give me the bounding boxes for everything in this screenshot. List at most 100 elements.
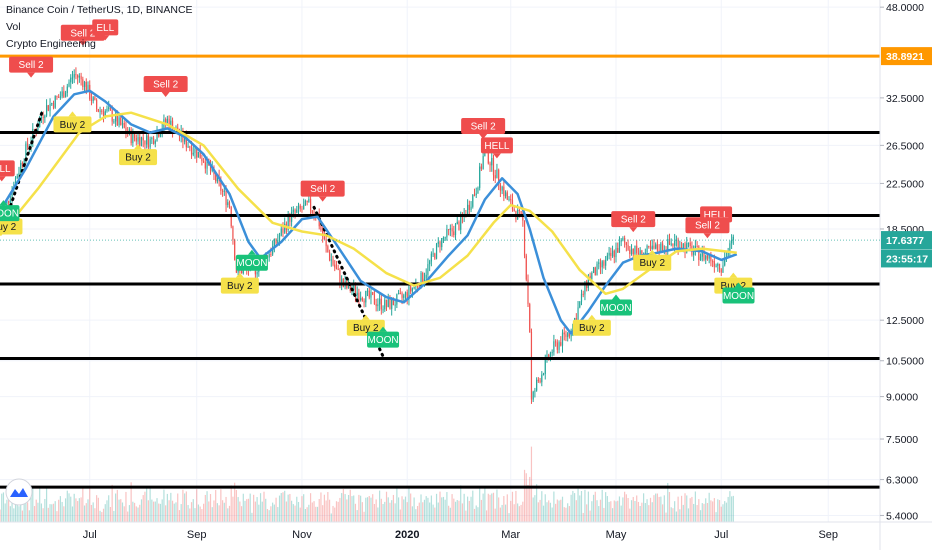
candle-body xyxy=(360,298,362,301)
candle-body xyxy=(548,354,550,359)
volume-bar xyxy=(102,508,105,522)
volume-bar xyxy=(624,491,626,522)
volume-bar xyxy=(303,494,305,522)
volume-bar xyxy=(366,497,369,522)
volume-bar xyxy=(558,500,560,522)
candle-body xyxy=(306,200,308,203)
volume-bar xyxy=(539,499,541,522)
time-tick-label: Mar xyxy=(501,529,520,541)
volume-bar xyxy=(23,498,25,522)
candle-body xyxy=(592,267,595,273)
candle-body xyxy=(674,240,676,246)
volume-bar xyxy=(542,505,545,522)
candle-body xyxy=(125,127,127,133)
volume-bar xyxy=(518,506,520,522)
volume-bar xyxy=(337,501,339,522)
candle-body xyxy=(158,132,160,137)
volume-bar xyxy=(1,493,3,522)
signal-buy-pointer xyxy=(729,272,738,278)
volume-bar xyxy=(591,501,593,522)
candle-body xyxy=(21,162,24,165)
signal-buy-pointer xyxy=(648,249,657,255)
volume-bar xyxy=(6,499,8,522)
volume-bar xyxy=(128,505,131,522)
candle-body xyxy=(460,216,462,230)
volume-bar xyxy=(0,509,1,522)
volume-bar xyxy=(548,500,550,522)
volume-bar xyxy=(327,492,329,522)
volume-bar xyxy=(653,495,655,522)
candle-body xyxy=(392,298,395,306)
candle-body xyxy=(420,273,422,289)
volume-bar xyxy=(532,497,534,522)
candle-body xyxy=(73,74,75,78)
signal-buy: Buy 2 xyxy=(220,272,259,294)
candle-body xyxy=(649,246,652,249)
candle-body xyxy=(11,189,13,199)
signal-buy: Buy 2 xyxy=(53,111,92,133)
volume-bar xyxy=(568,506,571,522)
volume-bar xyxy=(75,498,77,522)
candle-body xyxy=(435,243,438,259)
volume-bar xyxy=(513,504,515,522)
volume-bar xyxy=(722,504,724,522)
volume-bar xyxy=(277,507,279,522)
volume-bar xyxy=(220,489,222,522)
candle-body xyxy=(432,253,434,255)
candle-body xyxy=(56,96,58,98)
candle-body xyxy=(458,221,460,230)
signal-buy-text: Buy 2 xyxy=(721,281,747,292)
candle-body xyxy=(560,342,562,346)
candle-body xyxy=(140,137,143,146)
signal-sell-pointer xyxy=(703,233,712,239)
candle-body xyxy=(534,390,536,392)
candle-body xyxy=(325,239,327,247)
candle-body xyxy=(365,291,367,303)
candle-body xyxy=(170,120,172,129)
candle-body xyxy=(687,242,690,244)
candle-body xyxy=(303,205,305,210)
candle-body xyxy=(296,209,298,213)
candle-body xyxy=(166,118,168,123)
legend-volume[interactable]: Vol xyxy=(6,21,21,33)
candle-body xyxy=(565,334,567,337)
volume-bar xyxy=(140,499,143,522)
volume-bar xyxy=(453,498,455,522)
tradingview-logo[interactable] xyxy=(5,478,33,506)
candle-body xyxy=(589,275,591,279)
legend-indicator[interactable]: Crypto Engineering xyxy=(6,38,96,50)
volume-bar xyxy=(472,490,474,522)
volume-bar xyxy=(35,499,37,522)
candle-body xyxy=(622,237,624,241)
volume-bar xyxy=(523,469,526,522)
volume-bar xyxy=(218,505,220,522)
volume-bar xyxy=(687,508,690,522)
candle-body xyxy=(379,298,381,305)
volume-bar xyxy=(268,510,270,522)
candle-body xyxy=(196,148,198,158)
volume-bar xyxy=(309,493,312,522)
candle-body xyxy=(467,204,469,216)
volume-bar xyxy=(253,494,255,522)
volume-bar xyxy=(479,486,481,522)
volume-bar xyxy=(641,502,643,522)
candle-body xyxy=(577,307,579,321)
candle-body xyxy=(618,241,621,253)
signal-sell: HELL xyxy=(480,137,513,159)
volume-bar xyxy=(594,491,596,522)
volume-bar xyxy=(330,513,332,522)
volume-bar xyxy=(280,493,282,522)
legend-title[interactable]: Binance Coin / TetherUS, 1D, BINANCE xyxy=(6,4,193,16)
time-axis[interactable]: Jul Sep Nov 2020 Mar May Jul Sep xyxy=(0,521,932,541)
candle-body xyxy=(724,258,726,266)
volume-bar xyxy=(301,496,303,522)
candle-body xyxy=(608,252,610,256)
candle-body xyxy=(522,214,524,221)
price-axis[interactable]: 48.000032.500026.500022.500018.500012.50… xyxy=(879,0,924,550)
signal-sell: ELL xyxy=(92,19,119,41)
volume-bar xyxy=(620,505,622,522)
candle-body xyxy=(698,246,700,261)
candle-body xyxy=(404,292,407,296)
